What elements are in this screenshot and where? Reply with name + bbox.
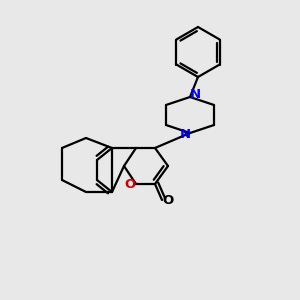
Text: N: N — [179, 128, 191, 142]
Text: N: N — [189, 88, 201, 101]
Text: O: O — [124, 178, 136, 190]
Text: O: O — [162, 194, 174, 206]
